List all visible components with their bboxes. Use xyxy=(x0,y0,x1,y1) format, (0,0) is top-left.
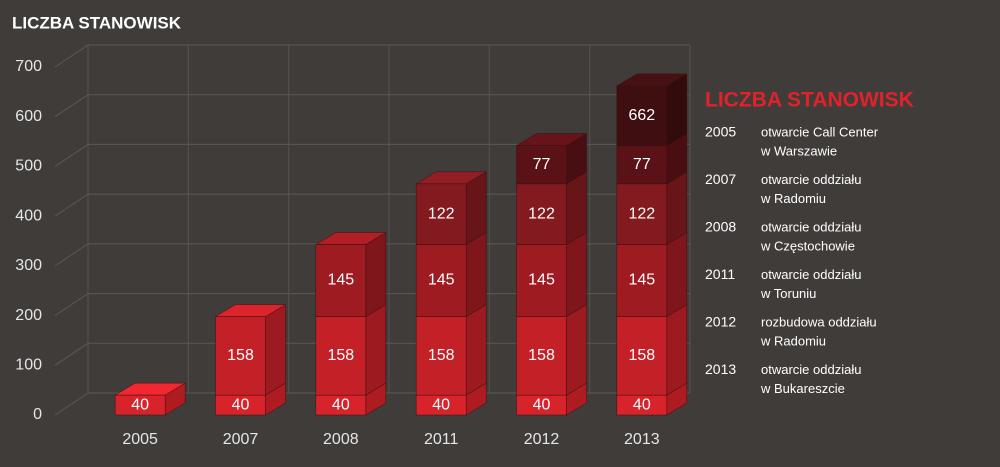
bar xyxy=(315,316,367,396)
value-label: 158 xyxy=(528,347,555,364)
legend-text: otwarcie Call Center xyxy=(761,124,879,139)
bar-side xyxy=(465,232,487,318)
grid-line xyxy=(54,293,690,316)
x-tick-label: 2012 xyxy=(524,431,560,448)
bar xyxy=(616,244,668,317)
bar xyxy=(516,183,567,245)
legend-text: rozbudowa oddziału xyxy=(761,314,877,329)
legend-year: 2013 xyxy=(705,361,736,377)
legend-text: w Radomiu xyxy=(760,191,826,206)
legend-text: otwarcie oddziału xyxy=(761,267,861,282)
value-label: 77 xyxy=(633,156,651,173)
value-label: 158 xyxy=(628,347,655,364)
bar xyxy=(215,316,266,396)
value-label: 40 xyxy=(432,396,450,413)
bar xyxy=(616,316,668,396)
bar-side xyxy=(666,304,688,396)
y-tick-label: 300 xyxy=(15,257,42,274)
bar xyxy=(315,244,367,317)
grid-line xyxy=(54,193,690,217)
value-label: 122 xyxy=(428,205,455,222)
x-tick-label: 2013 xyxy=(624,431,660,448)
bar-side xyxy=(265,304,286,396)
legend-year: 2005 xyxy=(705,124,736,140)
value-label: 145 xyxy=(327,272,354,289)
y-tick-label: 200 xyxy=(15,307,42,324)
value-label: 40 xyxy=(332,396,350,413)
y-tick-label: 100 xyxy=(15,357,42,374)
bar-side xyxy=(566,304,587,396)
x-tick-label: 2007 xyxy=(223,431,259,448)
bar-side xyxy=(465,171,487,245)
bar-side xyxy=(566,232,587,318)
legend-title: LICZBA STANOWISK xyxy=(705,89,914,112)
value-label: 145 xyxy=(428,272,455,289)
bar xyxy=(415,183,467,245)
y-tick-label: 700 xyxy=(15,58,42,75)
legend-year: 2008 xyxy=(705,219,736,235)
bar-side xyxy=(666,232,688,318)
legend-text: otwarcie oddziału xyxy=(761,362,861,377)
legend-text: w Bukareszcie xyxy=(760,381,845,396)
legend-text: w Radomiu xyxy=(760,333,826,348)
grid-line xyxy=(54,143,690,167)
bar-side xyxy=(465,304,487,396)
bar xyxy=(616,85,668,146)
bar-side xyxy=(566,171,587,245)
grid-line xyxy=(54,342,690,366)
value-label: 158 xyxy=(227,347,254,364)
grid-line xyxy=(54,243,690,267)
grid-line xyxy=(54,392,690,416)
y-tick-label: 400 xyxy=(15,207,42,224)
legend-year: 2011 xyxy=(705,266,735,282)
bar xyxy=(516,244,567,317)
x-tick-label: 2011 xyxy=(424,431,459,448)
chart-title: LICZBA STANOWISK xyxy=(12,13,182,32)
bar xyxy=(516,145,567,185)
legend-text: otwarcie oddziału xyxy=(761,172,861,187)
value-label: 40 xyxy=(131,396,149,413)
value-label: 158 xyxy=(327,347,354,364)
value-label: 158 xyxy=(428,347,455,364)
bar xyxy=(616,183,668,245)
value-label: 145 xyxy=(528,272,555,289)
value-label: 122 xyxy=(628,205,655,222)
value-label: 40 xyxy=(232,396,250,413)
legend-year: 2007 xyxy=(705,171,736,187)
bar xyxy=(616,145,668,185)
bar-side xyxy=(666,171,688,245)
bar xyxy=(415,316,467,396)
legend-text: w Toruniu xyxy=(760,286,816,301)
y-tick-label: 500 xyxy=(15,158,42,175)
value-label: 40 xyxy=(533,396,551,413)
bar xyxy=(415,244,467,317)
x-tick-label: 2008 xyxy=(323,431,359,448)
grid-line xyxy=(54,94,690,118)
grid-line xyxy=(54,44,690,68)
y-tick-label: 600 xyxy=(15,108,42,125)
bar xyxy=(114,394,166,416)
bar-side xyxy=(365,304,387,396)
x-tick-label: 2005 xyxy=(122,431,158,448)
legend-text: w Warszawie xyxy=(760,143,837,158)
bar xyxy=(516,316,567,396)
legend-year: 2012 xyxy=(705,314,736,330)
bar-side xyxy=(666,73,688,146)
value-label: 77 xyxy=(533,156,551,173)
value-label: 122 xyxy=(528,205,555,222)
bar-side xyxy=(365,232,387,318)
value-label: 40 xyxy=(633,396,651,413)
y-tick-label: 0 xyxy=(33,406,42,423)
value-label: 145 xyxy=(628,272,655,289)
total-label: 662 xyxy=(628,107,655,124)
legend-text: w Częstochowie xyxy=(760,238,855,253)
legend-text: otwarcie oddziału xyxy=(761,219,861,234)
